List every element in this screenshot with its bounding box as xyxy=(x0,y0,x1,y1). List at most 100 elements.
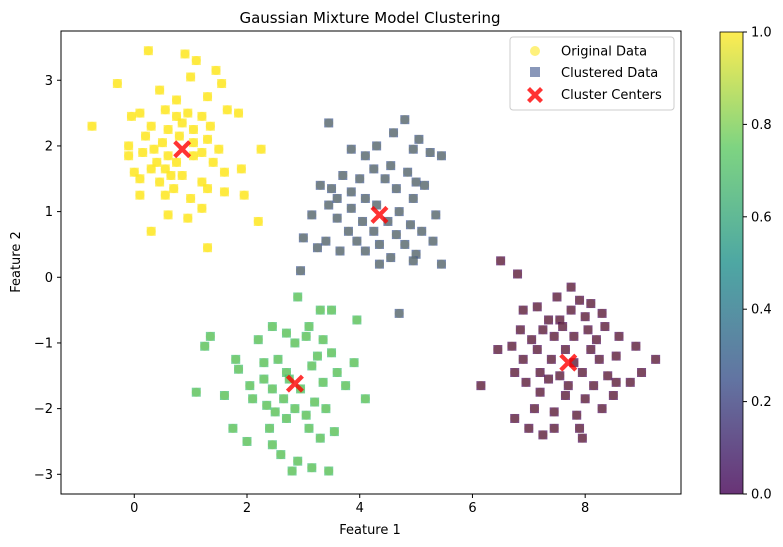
colorbar: 0.0 0.2 0.4 0.6 0.8 1.0 xyxy=(719,26,772,503)
colorbar-tick-label: 0.2 xyxy=(751,395,772,410)
clustered-point xyxy=(555,315,565,325)
clustered-point xyxy=(146,226,156,236)
clustered-point xyxy=(203,243,213,253)
clustered-point xyxy=(358,216,368,226)
clustered-point xyxy=(420,180,430,190)
clustered-point xyxy=(586,299,596,309)
colorbar-tick-label: 0.8 xyxy=(751,118,772,133)
clustered-point xyxy=(360,394,370,404)
clustered-point xyxy=(262,400,272,410)
clustered-point xyxy=(163,125,173,135)
clustered-point xyxy=(510,368,520,378)
clustered-point xyxy=(267,384,277,394)
clustered-point xyxy=(290,404,300,414)
clustered-point xyxy=(374,239,384,249)
clustered-point xyxy=(293,292,303,302)
clustered-point xyxy=(625,377,635,387)
data-points xyxy=(87,46,661,476)
x-tick-label: 0 xyxy=(130,501,138,516)
clustered-point xyxy=(346,144,356,154)
clustered-point xyxy=(217,79,227,89)
clustered-point xyxy=(310,397,320,407)
clustered-point xyxy=(203,134,213,144)
clustered-point xyxy=(270,407,280,417)
clustered-point xyxy=(327,348,337,358)
cluster-center-marker xyxy=(370,205,389,224)
cluster-center-marker xyxy=(285,374,304,393)
clustered-point xyxy=(349,358,359,368)
clustered-point xyxy=(518,305,528,315)
clustered-point xyxy=(186,72,196,82)
clustered-point xyxy=(414,134,424,144)
clustered-point xyxy=(383,216,393,226)
clustered-point xyxy=(124,141,134,151)
clustered-point xyxy=(352,315,362,325)
clustered-point xyxy=(346,187,356,197)
clustered-point xyxy=(637,368,647,378)
clustered-point xyxy=(544,374,554,384)
clustered-point xyxy=(589,381,599,391)
clustered-point xyxy=(307,361,317,371)
legend-box xyxy=(509,36,675,111)
clustered-point xyxy=(267,322,277,332)
clustered-point xyxy=(155,177,165,187)
legend-label-original: Original Data xyxy=(561,45,647,60)
clustered-point xyxy=(197,111,207,121)
clustered-point xyxy=(276,450,286,460)
clustered-point xyxy=(496,256,506,266)
clustered-point xyxy=(222,105,232,115)
y-tick-label: −1 xyxy=(34,336,53,351)
clustered-point xyxy=(513,269,523,279)
clustered-point xyxy=(307,210,317,220)
clustered-point xyxy=(307,463,317,473)
clustered-point xyxy=(552,292,562,302)
x-tick-label: 8 xyxy=(581,501,589,516)
clustered-point xyxy=(476,381,486,391)
x-axis-ticks: 0 2 4 6 8 xyxy=(130,494,589,516)
y-tick-label: −3 xyxy=(34,468,53,483)
clustered-point xyxy=(197,177,207,187)
clustered-point xyxy=(236,164,246,174)
clustered-point xyxy=(293,456,303,466)
clustered-point xyxy=(214,144,224,154)
clustered-point xyxy=(315,180,325,190)
clustered-point xyxy=(343,226,353,236)
clustered-point xyxy=(538,430,548,440)
clustered-point xyxy=(290,338,300,348)
y-tick-label: 1 xyxy=(45,205,53,220)
clustered-point xyxy=(355,174,365,184)
clustered-point xyxy=(301,331,311,341)
clustered-point xyxy=(298,233,308,243)
clustered-point xyxy=(160,190,170,200)
clustered-point xyxy=(157,138,167,148)
clustered-point xyxy=(219,187,229,197)
legend-marker-clustered xyxy=(530,67,540,77)
clustered-point xyxy=(566,305,576,315)
clustered-point xyxy=(575,423,585,433)
clustered-point xyxy=(583,325,593,335)
clustered-point xyxy=(315,305,325,315)
clustered-point xyxy=(273,354,283,364)
clustered-point xyxy=(535,368,545,378)
clustered-point xyxy=(329,427,339,437)
clustered-point xyxy=(493,345,503,355)
clustered-point xyxy=(211,65,221,75)
clustered-point xyxy=(372,141,382,151)
clustered-point xyxy=(203,184,213,194)
clustered-point xyxy=(532,302,542,312)
legend: Original Data Clustered Data Cluster Cen… xyxy=(509,36,675,111)
clustered-point xyxy=(188,138,198,148)
clustered-point xyxy=(369,164,379,174)
clustered-point xyxy=(203,92,213,102)
clustered-point xyxy=(242,436,252,446)
legend-marker-original xyxy=(530,46,540,56)
cluster-center-marker xyxy=(559,353,578,372)
clustered-point xyxy=(580,312,590,322)
clustered-point xyxy=(146,121,156,131)
colorbar-tick-label: 1.0 xyxy=(751,26,772,41)
clustered-point xyxy=(549,331,559,341)
clustered-point xyxy=(301,410,311,420)
clustered-point xyxy=(253,216,263,226)
clustered-point xyxy=(544,315,554,325)
clustered-point xyxy=(231,354,241,364)
